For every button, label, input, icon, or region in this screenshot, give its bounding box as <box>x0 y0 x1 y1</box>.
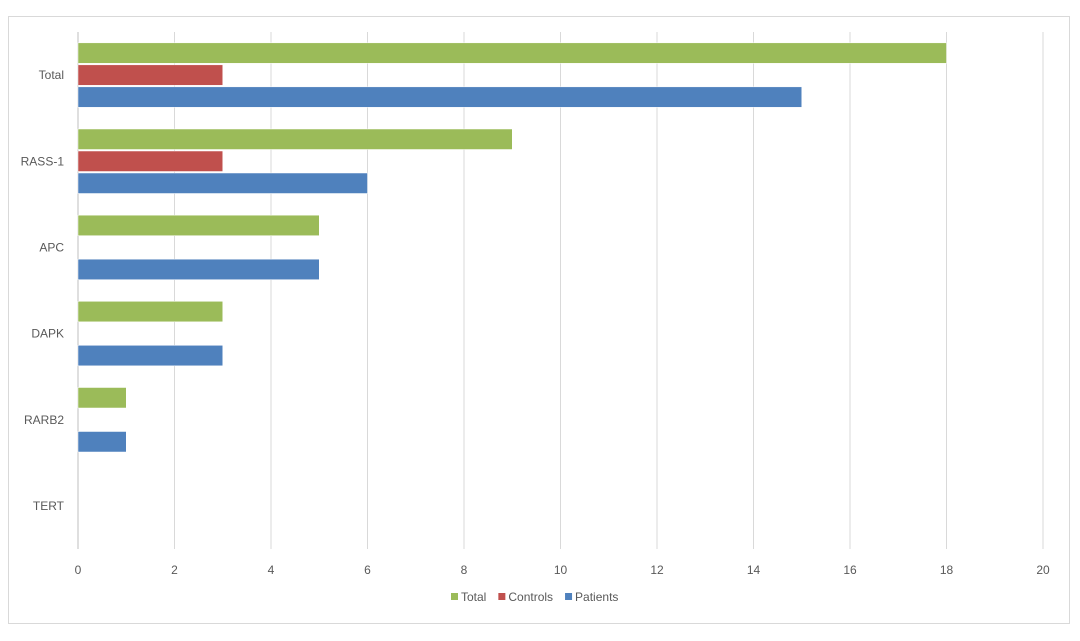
bar-total-dapk <box>77 301 223 323</box>
y-axis-labels: Total RASS-1 APC DAPK RARB2 TERT <box>21 68 65 513</box>
legend-label: Controls <box>508 590 553 604</box>
x-tick-label: 2 <box>171 563 178 577</box>
gridlines <box>77 32 1044 549</box>
legend-label: Total <box>461 590 486 604</box>
bar-total-rarb2 <box>77 387 127 409</box>
bar-patients-dapk <box>77 345 223 367</box>
x-tick-label: 18 <box>940 563 954 577</box>
bar-controls-rass-1 <box>77 150 223 172</box>
y-category-label: Total <box>39 68 64 82</box>
y-category-label: RARB2 <box>24 413 64 427</box>
y-category-label: APC <box>39 240 64 254</box>
bar-patients-total <box>77 86 802 108</box>
x-axis-labels: 0 2 4 6 8 10 12 14 16 18 20 <box>75 563 1050 577</box>
x-tick-label: 12 <box>650 563 664 577</box>
bar-patients-rass-1 <box>77 172 368 194</box>
bar-total-total <box>77 42 947 64</box>
x-tick-label: 4 <box>268 563 275 577</box>
bar-total-rass-1 <box>77 128 513 150</box>
legend-swatch <box>498 593 506 600</box>
y-category-label: DAPK <box>31 327 64 341</box>
x-tick-label: 16 <box>843 563 857 577</box>
legend: Total Controls Patients <box>451 590 618 604</box>
x-tick-label: 20 <box>1036 563 1050 577</box>
x-tick-label: 14 <box>747 563 761 577</box>
x-tick-label: 8 <box>461 563 468 577</box>
y-category-label: RASS-1 <box>21 154 65 168</box>
bar-patients-apc <box>77 258 320 280</box>
bar-controls-total <box>77 64 223 86</box>
x-tick-label: 0 <box>75 563 82 577</box>
legend-swatch <box>451 593 458 600</box>
y-category-label: TERT <box>33 499 65 513</box>
bar-total-apc <box>77 214 320 236</box>
bars <box>77 42 947 453</box>
legend-label: Patients <box>575 590 618 604</box>
x-tick-label: 6 <box>364 563 371 577</box>
bar-patients-rarb2 <box>77 431 127 453</box>
legend-swatch <box>565 593 573 600</box>
x-tick-label: 10 <box>554 563 568 577</box>
